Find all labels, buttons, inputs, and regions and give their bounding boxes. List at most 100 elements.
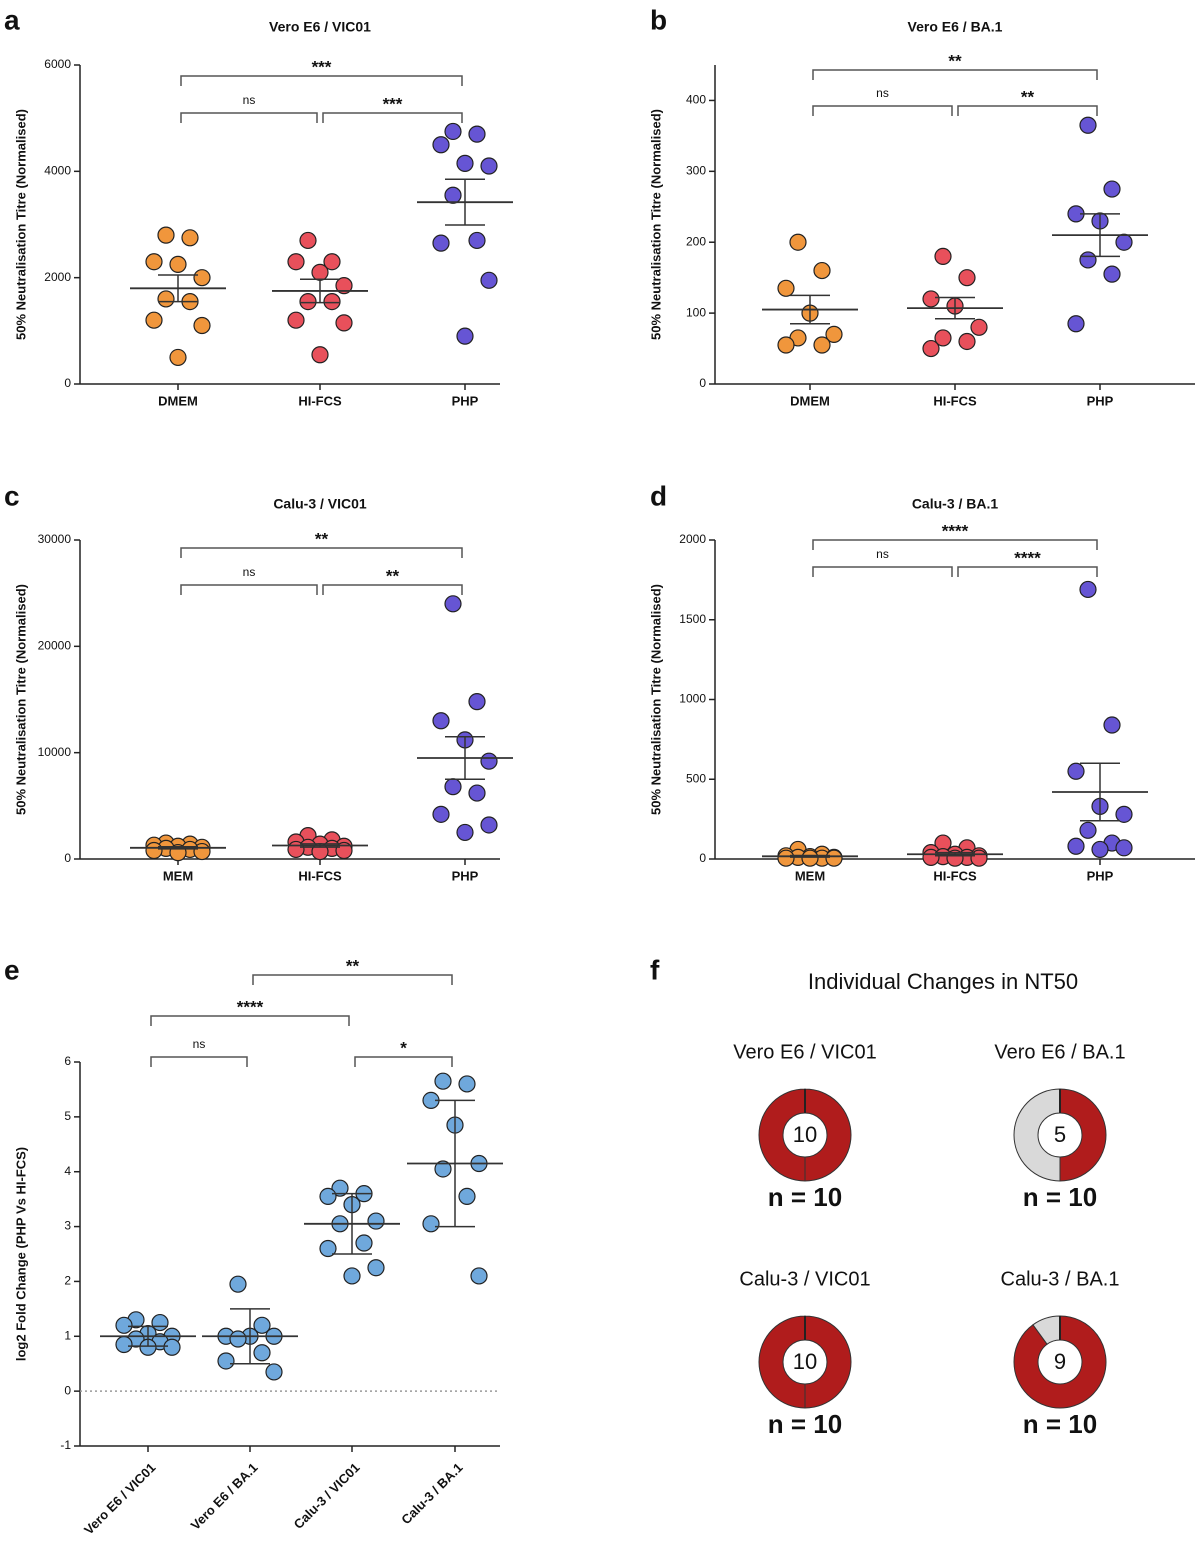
y-tick-label: 1 [64, 1328, 71, 1342]
data-point [217, 1352, 235, 1370]
data-point [1115, 805, 1133, 823]
data-point [115, 1316, 133, 1334]
data-point [181, 229, 199, 247]
chart-title: Calu-3 / VIC01 [273, 496, 367, 512]
data-point [319, 1239, 337, 1258]
y-tick-label: 1000 [679, 692, 706, 706]
significance-label: ns [876, 547, 889, 561]
data-point [958, 269, 976, 287]
data-point [193, 842, 211, 861]
data-point [1103, 180, 1121, 198]
data-point [480, 752, 498, 770]
data-point [319, 1187, 337, 1206]
data-point [157, 290, 175, 308]
data-point [456, 823, 474, 842]
y-tick-label: 6000 [44, 57, 71, 71]
data-point [229, 1330, 247, 1348]
data-point [444, 778, 462, 796]
data-point [432, 712, 450, 730]
y-tick-label: 300 [686, 164, 706, 178]
x-tick-label: DMEM [158, 393, 198, 408]
y-tick-label: 4 [64, 1164, 71, 1178]
significance-bracket [322, 584, 463, 595]
data-point [480, 271, 498, 289]
significance-bracket [180, 547, 463, 558]
y-tick-label: 0 [64, 376, 71, 390]
data-point [444, 186, 462, 204]
data-point [1079, 580, 1097, 599]
significance-label: ns [243, 93, 256, 107]
data-point [1067, 762, 1085, 780]
significance-label: **** [237, 997, 264, 1016]
significance-label: *** [383, 94, 403, 113]
y-tick-label: 400 [686, 93, 706, 107]
y-tick-label: 30000 [38, 532, 72, 546]
data-point [1079, 821, 1097, 839]
significance-label: ** [315, 529, 329, 548]
y-tick-label: 10000 [38, 745, 72, 759]
data-point [1091, 840, 1109, 859]
chart-title: Vero E6 / BA.1 [908, 19, 1003, 35]
donut-n-label: n = 10 [768, 1409, 842, 1439]
y-tick-label: 0 [699, 851, 706, 865]
significance-label: * [400, 1038, 407, 1057]
data-point [169, 255, 187, 273]
data-point [323, 253, 341, 271]
significance-bracket [180, 112, 318, 123]
donut-segment [758, 1315, 852, 1409]
x-tick-label: Calu-3 / VIC01 [291, 1460, 363, 1532]
data-point [468, 125, 486, 143]
x-tick-label: PHP [452, 868, 479, 883]
significance-label: ** [1021, 87, 1035, 106]
donut-n-label: n = 10 [768, 1182, 842, 1212]
data-point [145, 841, 163, 860]
significance-label: ** [386, 566, 400, 585]
significance-label: ns [876, 86, 889, 100]
data-point [432, 805, 450, 823]
y-tick-label: 2000 [679, 532, 706, 546]
x-tick-label: Calu-3 / BA.1 [398, 1460, 465, 1527]
donut-center-value: 9 [1054, 1349, 1066, 1374]
data-point [434, 1072, 452, 1090]
y-tick-label: 6 [64, 1054, 71, 1068]
data-point [432, 136, 450, 154]
data-point [825, 849, 843, 867]
data-point [456, 327, 474, 345]
data-point [813, 336, 831, 354]
y-tick-label: 0 [64, 1383, 71, 1397]
donut-segment [758, 1088, 852, 1182]
significance-bracket [812, 539, 1098, 550]
data-point [958, 332, 976, 351]
y-axis-label: 50% Neutralisation Titre (Normalised) [648, 584, 663, 815]
donut-segment [1013, 1088, 1061, 1182]
donut-n-label: n = 10 [1023, 1409, 1097, 1439]
data-point [265, 1363, 283, 1381]
data-point [456, 154, 474, 172]
data-point [444, 122, 462, 141]
y-tick-label: 2000 [44, 270, 71, 284]
donut-title: Calu-3 / VIC01 [739, 1268, 870, 1290]
data-point [468, 693, 486, 711]
significance-bracket [812, 105, 953, 116]
data-point [934, 247, 952, 265]
data-point [470, 1267, 488, 1285]
donut-center-value: 10 [793, 1122, 817, 1147]
x-tick-label: PHP [1087, 393, 1114, 408]
significance-label: ** [346, 956, 360, 975]
data-point [193, 269, 211, 287]
data-point [468, 231, 486, 250]
x-tick-label: PHP [452, 393, 479, 408]
significance-label: **** [942, 521, 969, 540]
panel-letter: d [650, 480, 667, 511]
data-point [777, 336, 795, 354]
data-point [934, 329, 952, 347]
donut-title: Calu-3 / BA.1 [1001, 1268, 1120, 1290]
x-tick-label: HI-FCS [933, 868, 977, 883]
data-point [1067, 837, 1085, 855]
data-point [323, 292, 341, 311]
data-point [253, 1344, 271, 1362]
y-axis-label: 50% Neutralisation Titre (Normalised) [648, 109, 663, 340]
y-tick-label: 500 [686, 771, 706, 785]
data-point [355, 1234, 373, 1252]
